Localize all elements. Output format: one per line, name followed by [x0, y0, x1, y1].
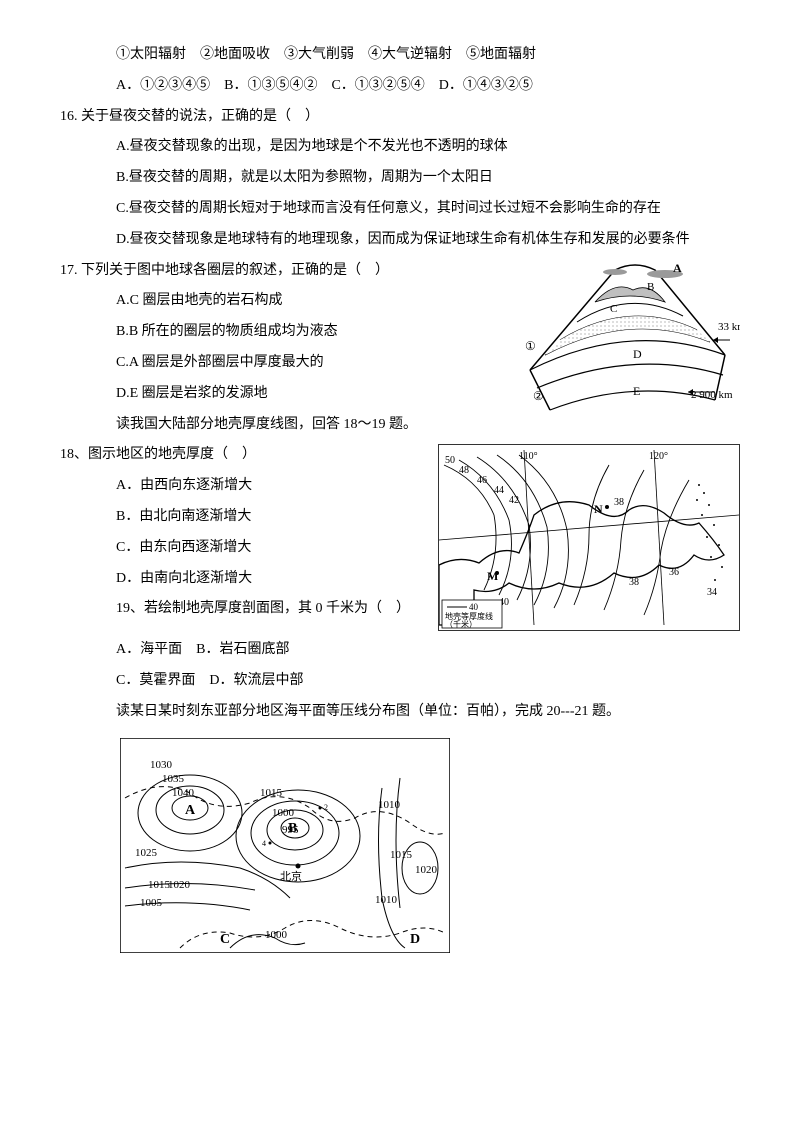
svg-text:36: 36 [669, 567, 679, 578]
q19-ab: A．海平面 B．岩石圈底部 [60, 635, 740, 666]
q19-cd: C．莫霍界面 D．软流层中部 [60, 666, 740, 697]
svg-text:1010: 1010 [375, 894, 398, 906]
svg-text:N: N [594, 502, 603, 516]
svg-text:38: 38 [614, 497, 624, 508]
svg-text:1010: 1010 [378, 799, 401, 811]
q16-stem: 16. 关于昼夜交替的说法，正确的是（ ） [60, 102, 740, 133]
q16-b: B.昼夜交替的周期，就是以太阳为参照物，周期为一个太阳日 [60, 163, 740, 194]
svg-text:E: E [633, 384, 640, 398]
pressure-map: 1030 1035 1040 1025 1015 1020 1005 1015 … [120, 738, 740, 953]
svg-text:48: 48 [459, 465, 469, 476]
svg-text:1035: 1035 [162, 773, 185, 785]
svg-text:110°: 110° [519, 451, 538, 462]
svg-text:A: A [185, 803, 196, 818]
svg-text:1040: 1040 [172, 787, 195, 799]
svg-text:38: 38 [629, 577, 639, 588]
svg-text:1020: 1020 [168, 879, 191, 891]
q16-a: A.昼夜交替现象的出现，是因为地球是个不发光也不透明的球体 [60, 132, 740, 163]
svg-text:46: 46 [477, 475, 487, 486]
q16-d: D.昼夜交替现象是地球特有的地理现象，因而成为保证地球生命有机体生存和发展的必要… [60, 225, 740, 256]
svg-text:44: 44 [494, 485, 504, 496]
q16-c: C.昼夜交替的周期长短对于地球而言没有任何意义，其时间过长过短不会影响生命的存在 [60, 194, 740, 225]
svg-text:1005: 1005 [140, 897, 163, 909]
svg-text:120°: 120° [649, 451, 668, 462]
svg-text:2: 2 [324, 803, 328, 812]
svg-text:D: D [410, 932, 420, 947]
svg-text:34: 34 [707, 587, 717, 598]
svg-text:1030: 1030 [150, 759, 173, 771]
svg-text:②: ② [533, 389, 544, 403]
svg-text:4: 4 [262, 839, 266, 848]
svg-text:1020: 1020 [415, 864, 438, 876]
svg-text:33 km: 33 km [718, 321, 740, 333]
svg-text:1015: 1015 [390, 849, 413, 861]
earth-layers-diagram: A B C D E ① ② 33 km 2 900 km [515, 260, 740, 420]
svg-text:A: A [673, 261, 682, 275]
svg-text:50: 50 [445, 455, 455, 466]
svg-text:B: B [647, 281, 654, 293]
svg-text:40: 40 [469, 602, 479, 612]
q19-read: 读某日某时刻东亚部分地区海平面等压线分布图（单位：百帕），完成 20---21 … [60, 697, 740, 728]
svg-text:1015: 1015 [260, 787, 283, 799]
svg-text:C: C [610, 303, 617, 315]
svg-text:1025: 1025 [135, 847, 158, 859]
svg-text:1000: 1000 [272, 807, 295, 819]
svg-text:D: D [633, 347, 642, 361]
q15-options: ①太阳辐射 ②地面吸收 ③大气削弱 ④大气逆辐射 ⑤地面辐射 [60, 40, 740, 71]
svg-text:42: 42 [509, 495, 519, 506]
svg-text:（千米）: （千米） [445, 619, 477, 629]
svg-text:2 900 km: 2 900 km [691, 389, 733, 401]
svg-text:北京: 北京 [280, 869, 302, 883]
crust-thickness-map: 110° 120° 50 48 46 [438, 444, 740, 631]
svg-text:C: C [220, 932, 230, 947]
q15-choices: A．①②③④⑤ B．①③⑤④② C．①③②⑤④ D．①④③②⑤ [60, 71, 740, 102]
svg-text:B: B [288, 821, 297, 836]
svg-text:①: ① [525, 339, 536, 353]
svg-text:1000: 1000 [265, 929, 288, 941]
